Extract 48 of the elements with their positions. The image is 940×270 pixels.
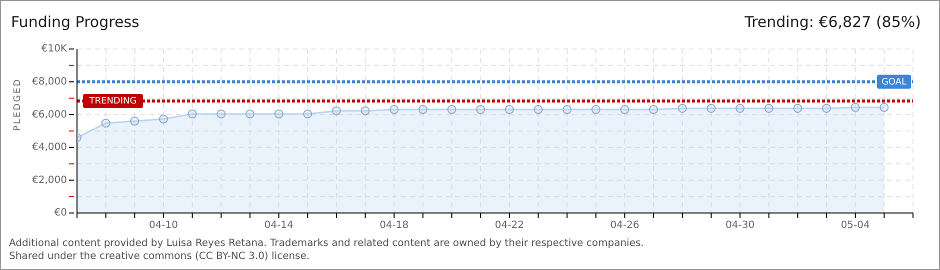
point [274,109,284,118]
point [245,109,254,118]
point [850,102,860,112]
point [130,116,140,126]
point [591,105,600,114]
point [764,104,774,113]
x-tick-label: 04-22 [494,220,524,231]
point [101,118,110,128]
point [390,105,399,114]
point [562,105,572,114]
point [216,109,226,118]
chart-title: Funding Progress [11,13,140,31]
y-tick-label: €6,000 [32,109,67,120]
text: Shared under the creative commons (CC BY-NC 3.0) license. [9,250,311,263]
y-tick-label: €0 [54,208,67,219]
point [534,105,543,114]
y-tick-label: €10K [41,44,68,55]
point [649,105,658,114]
point [158,114,168,124]
point [332,106,341,116]
point [418,105,428,114]
x-tick-label: 04-10 [148,220,178,231]
point [880,102,889,112]
point [620,105,630,114]
point [736,104,745,113]
y-axis-title: PLEDGED [13,78,24,131]
ref-line-label: TRENDING [88,96,137,107]
x-tick-label: 04-18 [380,220,409,231]
point [303,109,312,118]
point [188,109,197,118]
ref-line-label: GOAL [881,77,907,88]
point [360,106,370,116]
y-tick-label: €8,000 [32,76,67,88]
x-tick-label: 04-14 [264,220,294,231]
x-tick-label: 05-04 [840,220,870,231]
point [706,104,716,113]
chart-subtitle: Trending: €6,827 (85%) [744,13,921,31]
point [678,104,687,113]
text: Additional content provided by Luisa Reyes Retana. Trademarks and related content are owned by their respective companies. [9,237,644,250]
y-tick-label: €4,000 [32,142,67,154]
x-tick-label: 04-30 [726,220,755,231]
x-tick-label: 04-26 [610,220,640,231]
point [447,105,456,114]
point [793,104,802,113]
point [822,104,832,113]
point [504,105,514,114]
point [476,105,486,114]
y-tick-label: €2,000 [32,174,67,186]
